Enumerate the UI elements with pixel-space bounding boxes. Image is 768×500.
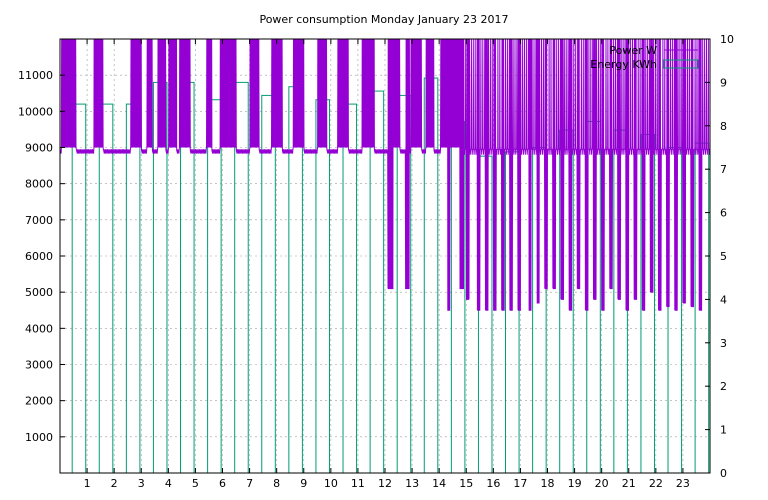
x-tick-label: 15 [459,477,473,490]
y-left-tick-label: 1000 [25,431,53,444]
y-left-tick-label: 3000 [25,359,53,372]
x-tick-label: 13 [405,477,419,490]
y-left-tick-label: 2000 [25,395,53,408]
energy-bar [369,90,385,474]
x-tick-label: 8 [273,477,280,490]
y-right-tick-label: 7 [720,163,727,176]
x-tick-label: 17 [513,477,527,490]
y-right-tick-label: 4 [720,293,727,306]
x-tick-label: 6 [219,477,226,490]
y-right-tick-label: 2 [720,380,727,393]
x-tick-label: 4 [165,477,172,490]
x-tick-label: 22 [649,477,663,490]
x-tick-label: 7 [246,477,253,490]
power-line [59,38,710,311]
legend: Power W Energy KWh [590,44,699,71]
y-left-tick-label: 4000 [25,322,53,335]
x-tick-label: 12 [378,477,392,490]
y-right-tick-label: 9 [720,76,727,89]
legend-label-power: Power W [609,44,657,57]
y-right-tick-label: 10 [720,33,734,46]
x-tick-label: 9 [300,477,307,490]
x-tick-label: 19 [568,477,582,490]
energy-bar [207,99,222,474]
x-tick-label: 21 [622,477,636,490]
x-tick-label: 23 [676,477,690,490]
energy-bar [98,103,114,474]
y-right-tick-label: 8 [720,120,727,133]
y-left-tick-label: 11000 [18,69,53,82]
axis-layer: 1 2 3 4 5 6 7 8 9 10 11 12 13 14 15 16 17 18 19 20 21 22 23100… [18,33,734,490]
chart-title: Power consumption Monday January 23 2017 [259,13,508,26]
x-tick-label: 14 [432,477,446,490]
x-tick-label: 5 [192,477,199,490]
y-left-tick-label: 10000 [18,105,53,118]
x-tick-label: 16 [486,477,500,490]
y-right-tick-label: 3 [720,337,727,350]
y-right-tick-label: 5 [720,250,727,263]
x-tick-label: 20 [595,477,609,490]
y-left-tick-label: 6000 [25,250,53,263]
x-tick-label: 18 [541,477,555,490]
y-right-tick-label: 1 [720,424,727,437]
y-left-tick-label: 7000 [25,214,53,227]
y-left-tick-label: 8000 [25,178,53,191]
energy-bar [342,103,358,474]
energy-bar [125,103,141,474]
x-tick-label: 1 [84,477,91,490]
y-left-tick-label: 9000 [25,142,53,155]
x-tick-label: 11 [351,477,365,490]
x-tick-label: 2 [111,477,118,490]
y-right-tick-label: 6 [720,207,727,220]
energy-bar [71,103,87,474]
power-series [59,38,710,311]
x-tick-label: 10 [324,477,338,490]
legend-label-energy: Energy KWh [590,58,657,71]
x-tick-label: 3 [138,477,145,490]
y-left-tick-label: 5000 [25,286,53,299]
y-right-tick-label: 0 [720,467,727,480]
energy-bar [315,99,330,474]
legend-swatch-energy [663,59,699,69]
